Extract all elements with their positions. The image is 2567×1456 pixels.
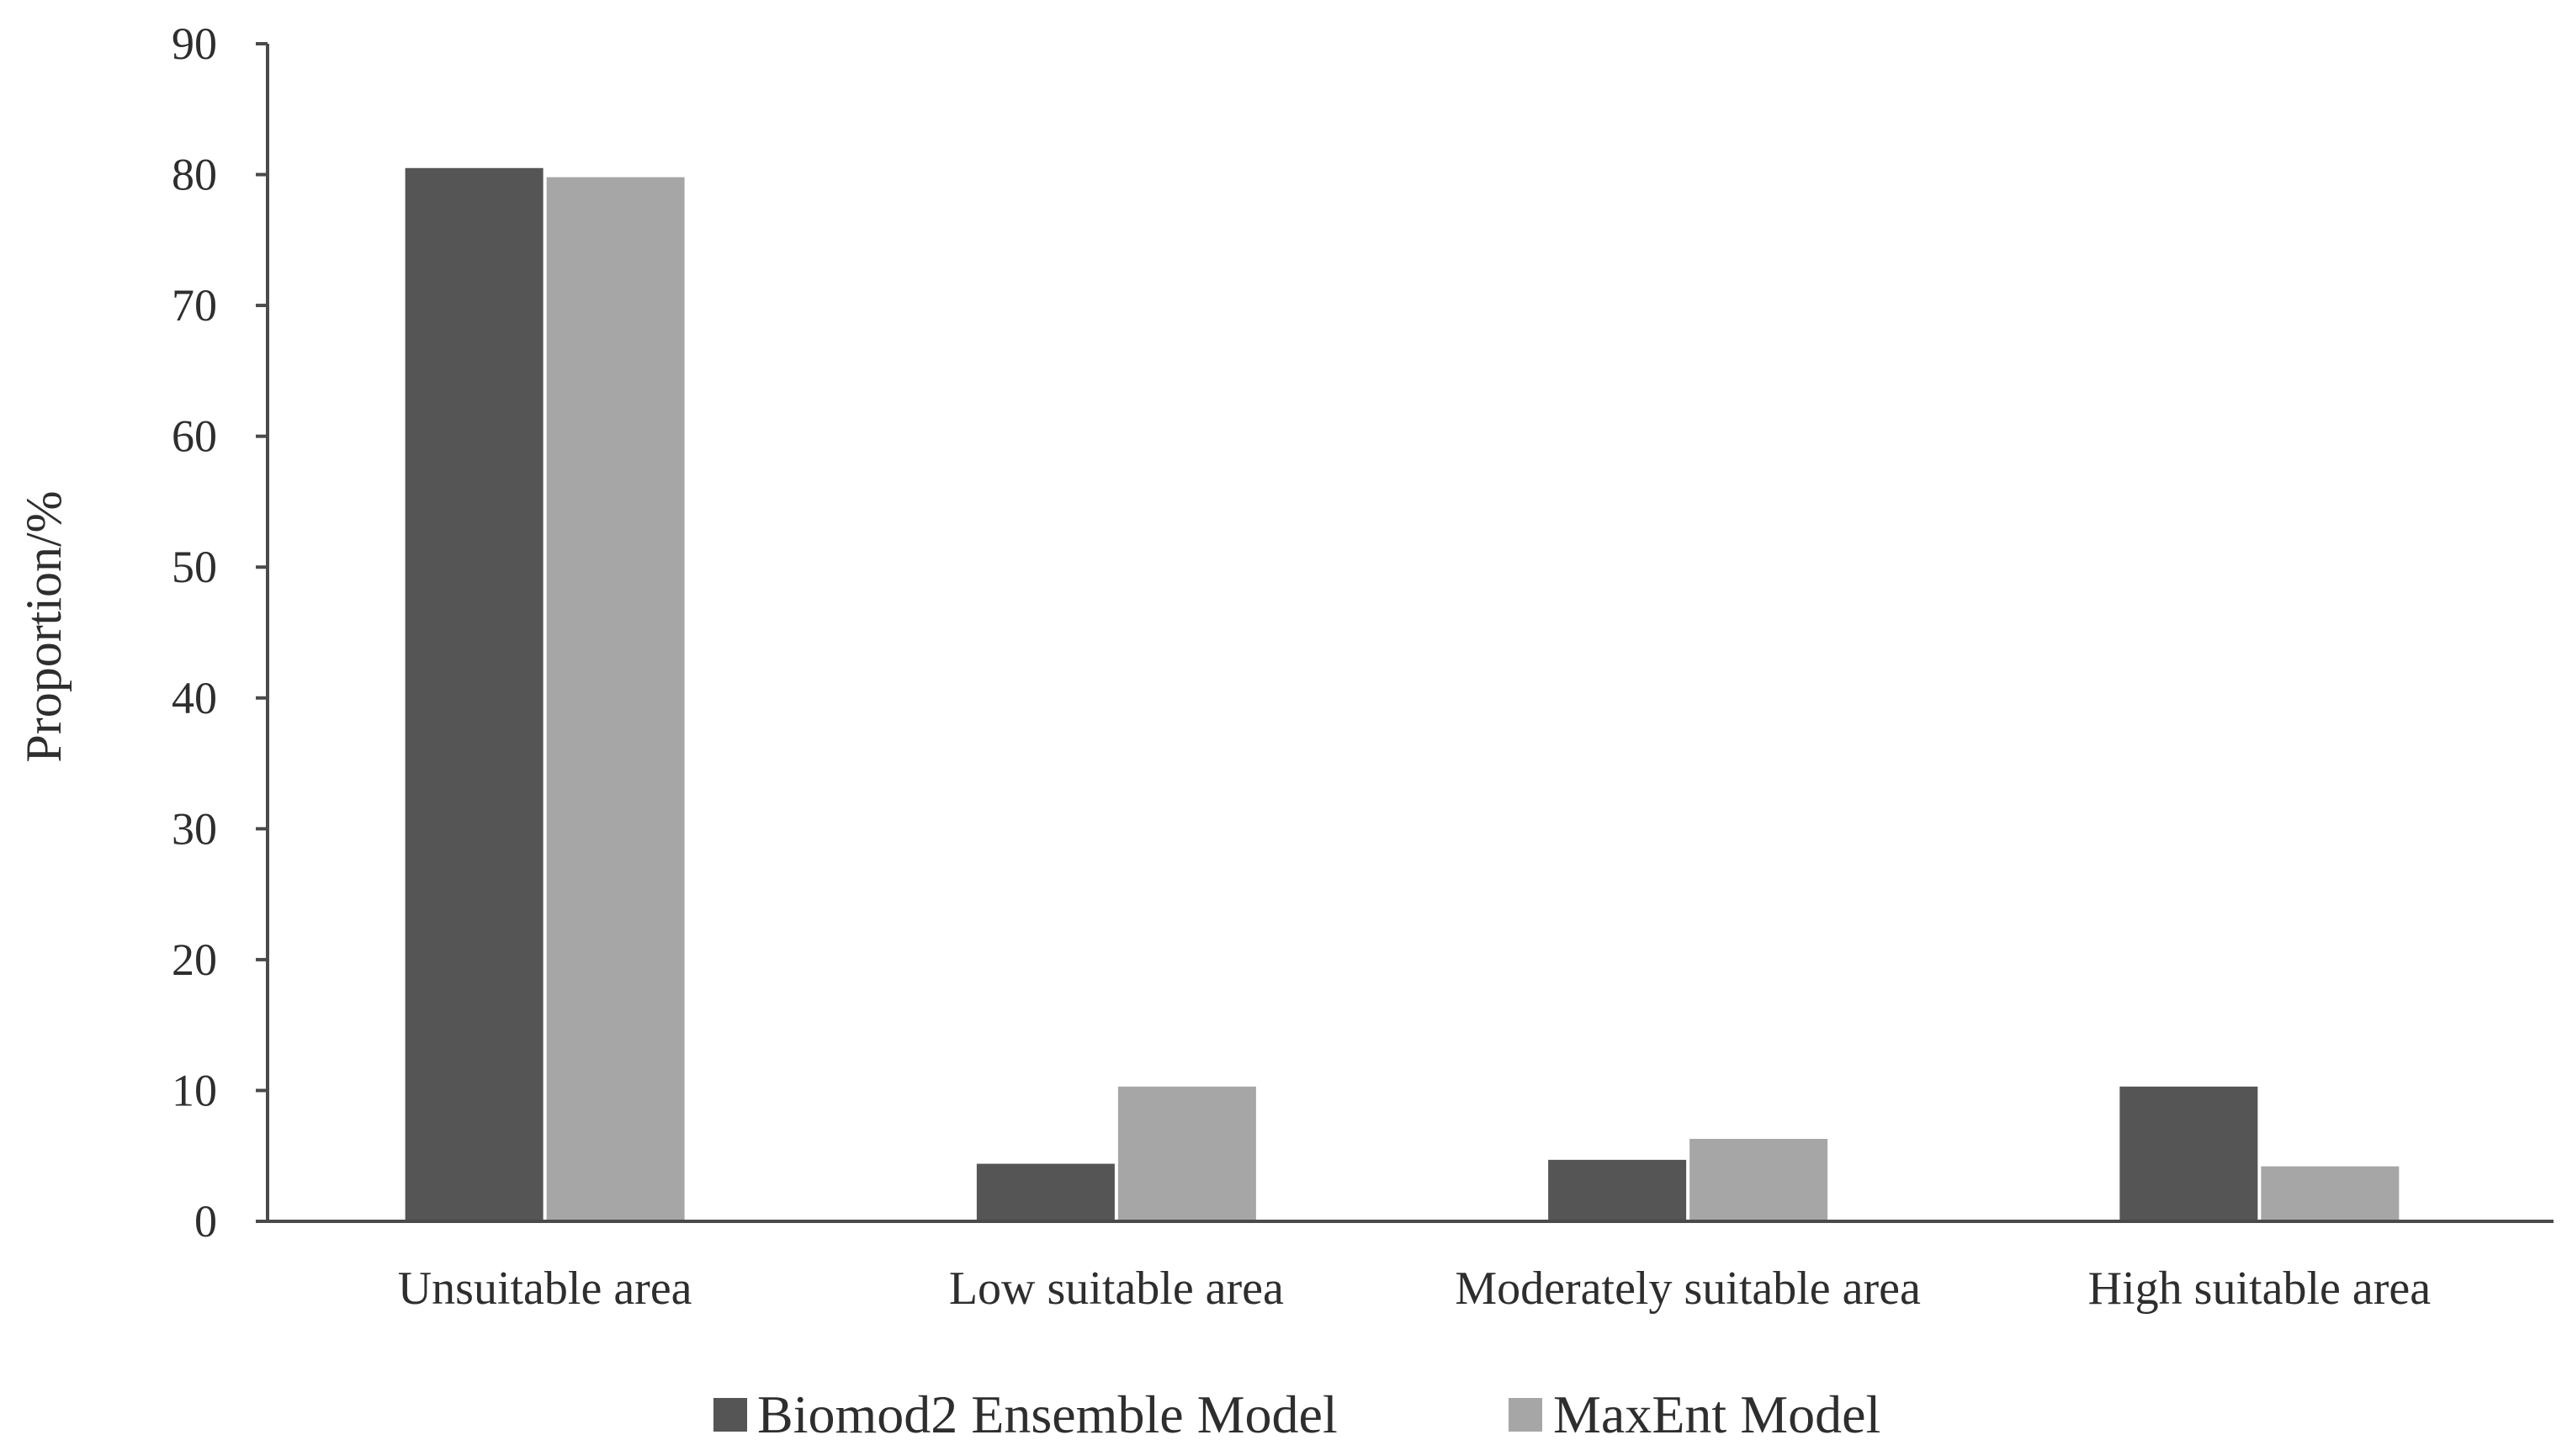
x-category-label: High suitable area <box>2088 1263 2432 1315</box>
y-axis-title-group: Proportion/% <box>16 490 72 762</box>
legend: Biomod2 Ensemble Model MaxEnt Model <box>713 1385 1880 1444</box>
y-tick-label: 80 <box>172 150 217 200</box>
legend-label: MaxEnt Model <box>1553 1385 1880 1444</box>
y-axis-title: Proportion/% <box>16 490 72 762</box>
bar-biomod2-2 <box>1548 1159 1687 1221</box>
y-tick-label: 70 <box>172 280 217 331</box>
x-axis-labels: Unsuitable area Low suitable area Moderate… <box>398 1263 2432 1315</box>
x-category-label: Unsuitable area <box>398 1263 692 1315</box>
y-tick-label: 10 <box>172 1065 217 1115</box>
y-tick-label: 50 <box>172 542 217 592</box>
bar-biomod2-0 <box>405 167 544 1221</box>
y-tick-label: 0 <box>194 1196 217 1247</box>
y-tick-label: 40 <box>172 673 217 723</box>
bar-biomod2-3 <box>2119 1086 2258 1221</box>
x-category-label: Moderately suitable area <box>1455 1263 1921 1315</box>
bar-maxent-3 <box>2261 1166 2400 1221</box>
x-category-label: Low suitable area <box>949 1263 1284 1315</box>
legend-swatch <box>713 1398 747 1432</box>
y-tick-label: 60 <box>172 411 217 462</box>
axes <box>266 44 2554 1223</box>
bar-biomod2-1 <box>976 1163 1115 1221</box>
legend-swatch <box>1509 1398 1542 1432</box>
bars <box>405 167 2400 1222</box>
bar-maxent-0 <box>546 177 685 1222</box>
y-tick-label: 90 <box>172 19 217 69</box>
bar-maxent-2 <box>1689 1139 1828 1221</box>
y-tick-label: 20 <box>172 934 217 985</box>
bar-maxent-1 <box>1117 1086 1256 1221</box>
legend-label: Biomod2 Ensemble Model <box>757 1385 1338 1444</box>
y-axis-ticks: 0 10 20 30 40 50 60 70 80 90 <box>172 19 268 1247</box>
y-tick-label: 30 <box>172 803 217 854</box>
